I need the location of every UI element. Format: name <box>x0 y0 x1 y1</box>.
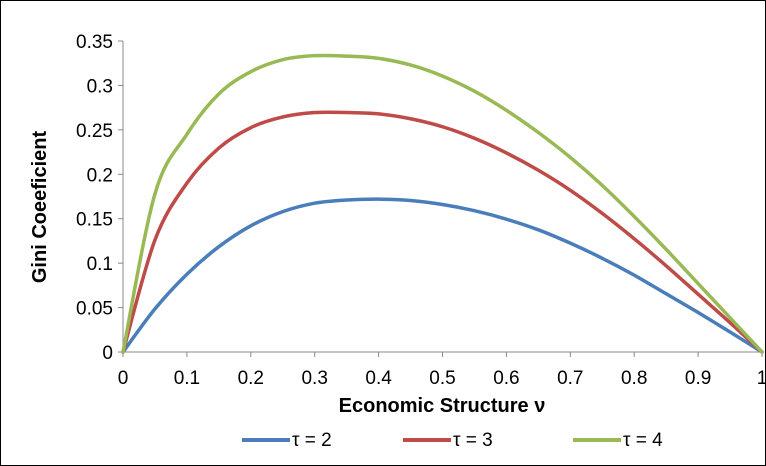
y-tick-label: 0.15 <box>76 210 113 231</box>
x-tick-label: 0.2 <box>238 368 264 389</box>
series-line-tau-2 <box>121 197 764 354</box>
x-axis-title: Economic Structure ν <box>339 395 546 417</box>
y-tick-label: 0.1 <box>87 254 113 275</box>
y-axis-title: Gini Coeeficient <box>29 131 51 284</box>
axes: 0 0.05 0.1 0.15 0.2 0.25 0.3 0.35 0 0.1 0.2 0.3 0.4 0… <box>76 32 766 389</box>
legend-label: τ = 3 <box>453 430 493 451</box>
y-tick-label: 0.3 <box>87 76 113 97</box>
series-line-tau-4 <box>121 53 764 354</box>
x-tick-label: 0.3 <box>301 368 327 389</box>
y-tick-label: 0.25 <box>76 121 113 142</box>
series-layer <box>121 53 764 354</box>
legend-item: τ = 3 <box>403 430 493 451</box>
x-tick-label: 0.1 <box>174 368 200 389</box>
x-tick-label: 1 <box>757 368 766 389</box>
y-tick-label: 0.05 <box>76 299 113 320</box>
legend-item: τ = 4 <box>573 430 663 451</box>
x-tick-label: 0.9 <box>685 368 711 389</box>
series-line-tau-3 <box>121 110 764 354</box>
x-tick-label: 0 <box>118 368 129 389</box>
x-tick-label: 0.4 <box>365 368 392 389</box>
legend-label: τ = 4 <box>623 430 663 451</box>
y-tick-label: 0.2 <box>87 165 113 186</box>
x-tick-label: 0.6 <box>493 368 519 389</box>
x-tick-label: 0.7 <box>557 368 583 389</box>
x-tick-label: 0.5 <box>429 368 455 389</box>
x-tick-label: 0.8 <box>621 368 647 389</box>
legend: τ = 2 τ = 3 τ = 4 <box>242 430 663 451</box>
legend-item: τ = 2 <box>242 430 332 451</box>
legend-label: τ = 2 <box>292 430 332 451</box>
y-tick-label: 0.35 <box>76 32 113 53</box>
y-tick-label: 0 <box>102 343 113 364</box>
